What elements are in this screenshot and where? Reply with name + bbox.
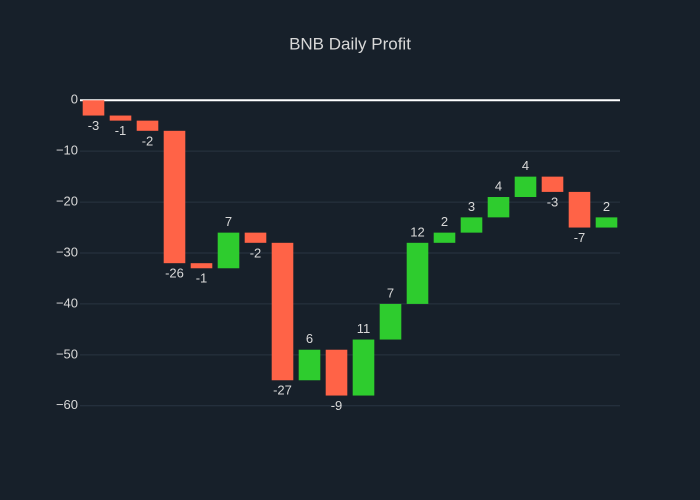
bar [379,303,402,340]
bar [325,349,348,396]
chart-title: BNB Daily Profit [289,34,411,53]
bar [217,232,240,269]
data-label: -2 [250,245,262,260]
y-tick-label: −10 [56,143,78,158]
data-label: 2 [603,199,610,214]
bar [568,191,591,228]
data-label: 3 [468,199,475,214]
bar [298,349,321,381]
bar [109,115,132,121]
bar [433,232,456,243]
data-label: 11 [357,321,371,336]
data-label: -2 [142,133,154,148]
bar [406,242,429,304]
data-label: 4 [495,178,502,193]
data-label: 12 [410,224,424,239]
y-tick-label: −40 [56,295,78,310]
data-label: 4 [522,158,529,173]
bar [190,263,213,269]
y-tick-label: −30 [56,244,78,259]
data-label: -27 [273,383,292,398]
bar [136,120,159,131]
data-label: -7 [574,230,586,245]
data-label: -3 [547,194,559,209]
bar [244,232,267,243]
bar [514,176,537,197]
y-tick-label: −60 [56,397,78,412]
bar [163,130,186,264]
data-label: -9 [331,398,343,413]
bar [352,339,375,396]
bar [595,217,618,228]
bar [82,100,105,116]
data-label: 7 [387,285,394,300]
data-label: -1 [196,271,208,286]
y-tick-label: −20 [56,194,78,209]
y-tick-label: 0 [71,92,78,107]
data-label: 2 [441,214,448,229]
bar [487,197,510,218]
data-label: 7 [225,214,232,229]
data-label: -26 [165,266,184,281]
data-label: 6 [306,331,313,346]
bar [541,176,564,192]
bar [271,242,294,381]
bar [460,217,483,233]
data-label: -1 [115,123,127,138]
y-tick-label: −50 [56,346,78,361]
data-label: -3 [88,118,100,133]
